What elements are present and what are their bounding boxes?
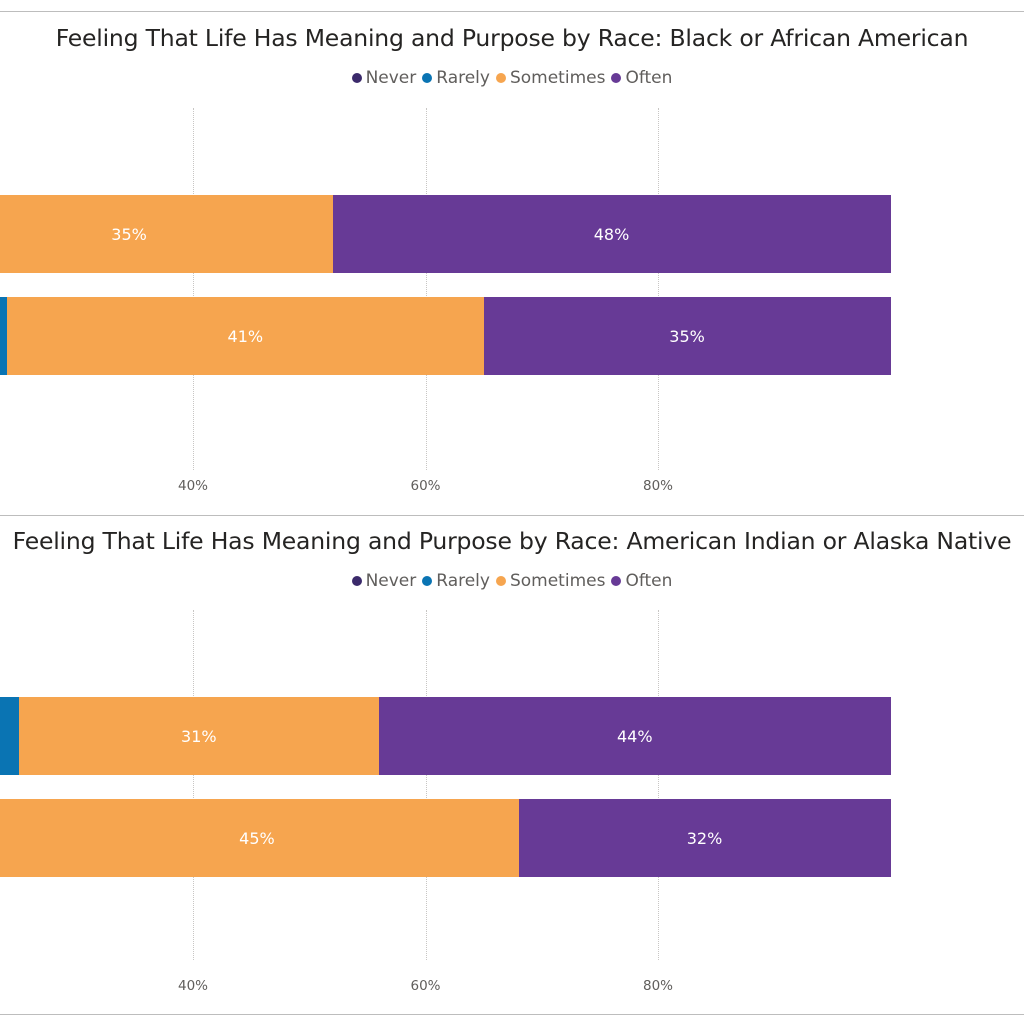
gridline-40 [193, 610, 194, 960]
data-label: 48% [593, 224, 630, 244]
chart-panel-black-or-african-american: Feeling That Life Has Meaning and Purpos… [0, 11, 1024, 516]
legend-item-sometimes[interactable]: Sometimes [495, 68, 606, 88]
legend-label: Never [365, 68, 417, 88]
bar-segment-often[interactable]: 32% [518, 799, 891, 877]
x-tick-label: 40% [177, 978, 209, 994]
chart-panel-american-indian-or-alaska-native: Feeling That Life Has Meaning and Purpos… [0, 515, 1024, 1024]
data-label: 35% [669, 326, 705, 346]
gridline-60 [425, 108, 427, 470]
gridline-80 [658, 108, 659, 470]
bar-segment-sometimes[interactable]: 41% [7, 297, 484, 375]
legend-marker-icon [351, 73, 362, 83]
chart-legend: Never Rarely Sometimes Often [0, 571, 1024, 591]
legend-label: Sometimes [509, 571, 606, 591]
gridline-60 [425, 610, 427, 960]
legend-label: Often [625, 571, 673, 591]
bar-segment-often[interactable]: 44% [379, 697, 891, 775]
legend-label: Often [625, 68, 673, 88]
x-tick-label: 80% [642, 978, 674, 994]
gridline-80 [658, 610, 659, 960]
legend-item-rarely[interactable]: Rarely [422, 571, 490, 591]
bar-segment-sometimes[interactable]: 45% [0, 799, 519, 877]
legend-marker-icon [611, 73, 622, 83]
x-tick-label: 60% [410, 478, 441, 494]
gridline-40 [193, 108, 194, 470]
data-label: 44% [616, 726, 653, 746]
chart-legend: Never Rarely Sometimes Often [0, 68, 1024, 88]
x-tick-label: 40% [177, 478, 209, 494]
legend-marker-icon [351, 576, 362, 586]
data-label: 32% [686, 828, 723, 848]
bar-segment-often[interactable]: 48% [332, 195, 891, 273]
bar-segment-rarely[interactable]: 16% [0, 297, 7, 375]
legend-marker-icon [495, 576, 506, 586]
legend-label: Sometimes [509, 68, 606, 88]
legend-item-sometimes[interactable]: Sometimes [495, 571, 606, 591]
bar-segment-often[interactable]: 35% [483, 297, 891, 375]
chart-title: Feeling That Life Has Meaning and Purpos… [55, 24, 969, 52]
x-tick-label: 60% [410, 978, 441, 994]
legend-item-never[interactable]: Never [351, 571, 417, 591]
legend-item-often[interactable]: Often [611, 571, 672, 591]
legend-marker-icon [422, 73, 433, 83]
chart-title: Feeling That Life Has Meaning and Purpos… [12, 527, 1012, 555]
legend-marker-icon [495, 73, 506, 83]
chart-panel-border [0, 515, 1024, 1015]
data-label: 35% [111, 224, 147, 244]
legend-marker-icon [422, 576, 433, 586]
legend-label: Never [365, 571, 417, 591]
data-label: 31% [181, 726, 217, 746]
bar-segment-sometimes[interactable]: 35% [0, 195, 333, 273]
data-label: 45% [239, 828, 275, 848]
legend-label: Rarely [436, 571, 490, 591]
bar-segment-rarely[interactable]: 18% [0, 697, 19, 775]
legend-label: Rarely [436, 68, 490, 88]
x-tick-label: 80% [642, 478, 674, 494]
legend-item-rarely[interactable]: Rarely [422, 68, 490, 88]
bar-segment-sometimes[interactable]: 31% [18, 697, 379, 775]
legend-marker-icon [611, 576, 622, 586]
legend-item-never[interactable]: Never [351, 68, 417, 88]
data-label: 41% [227, 326, 264, 346]
legend-item-often[interactable]: Often [611, 68, 672, 88]
